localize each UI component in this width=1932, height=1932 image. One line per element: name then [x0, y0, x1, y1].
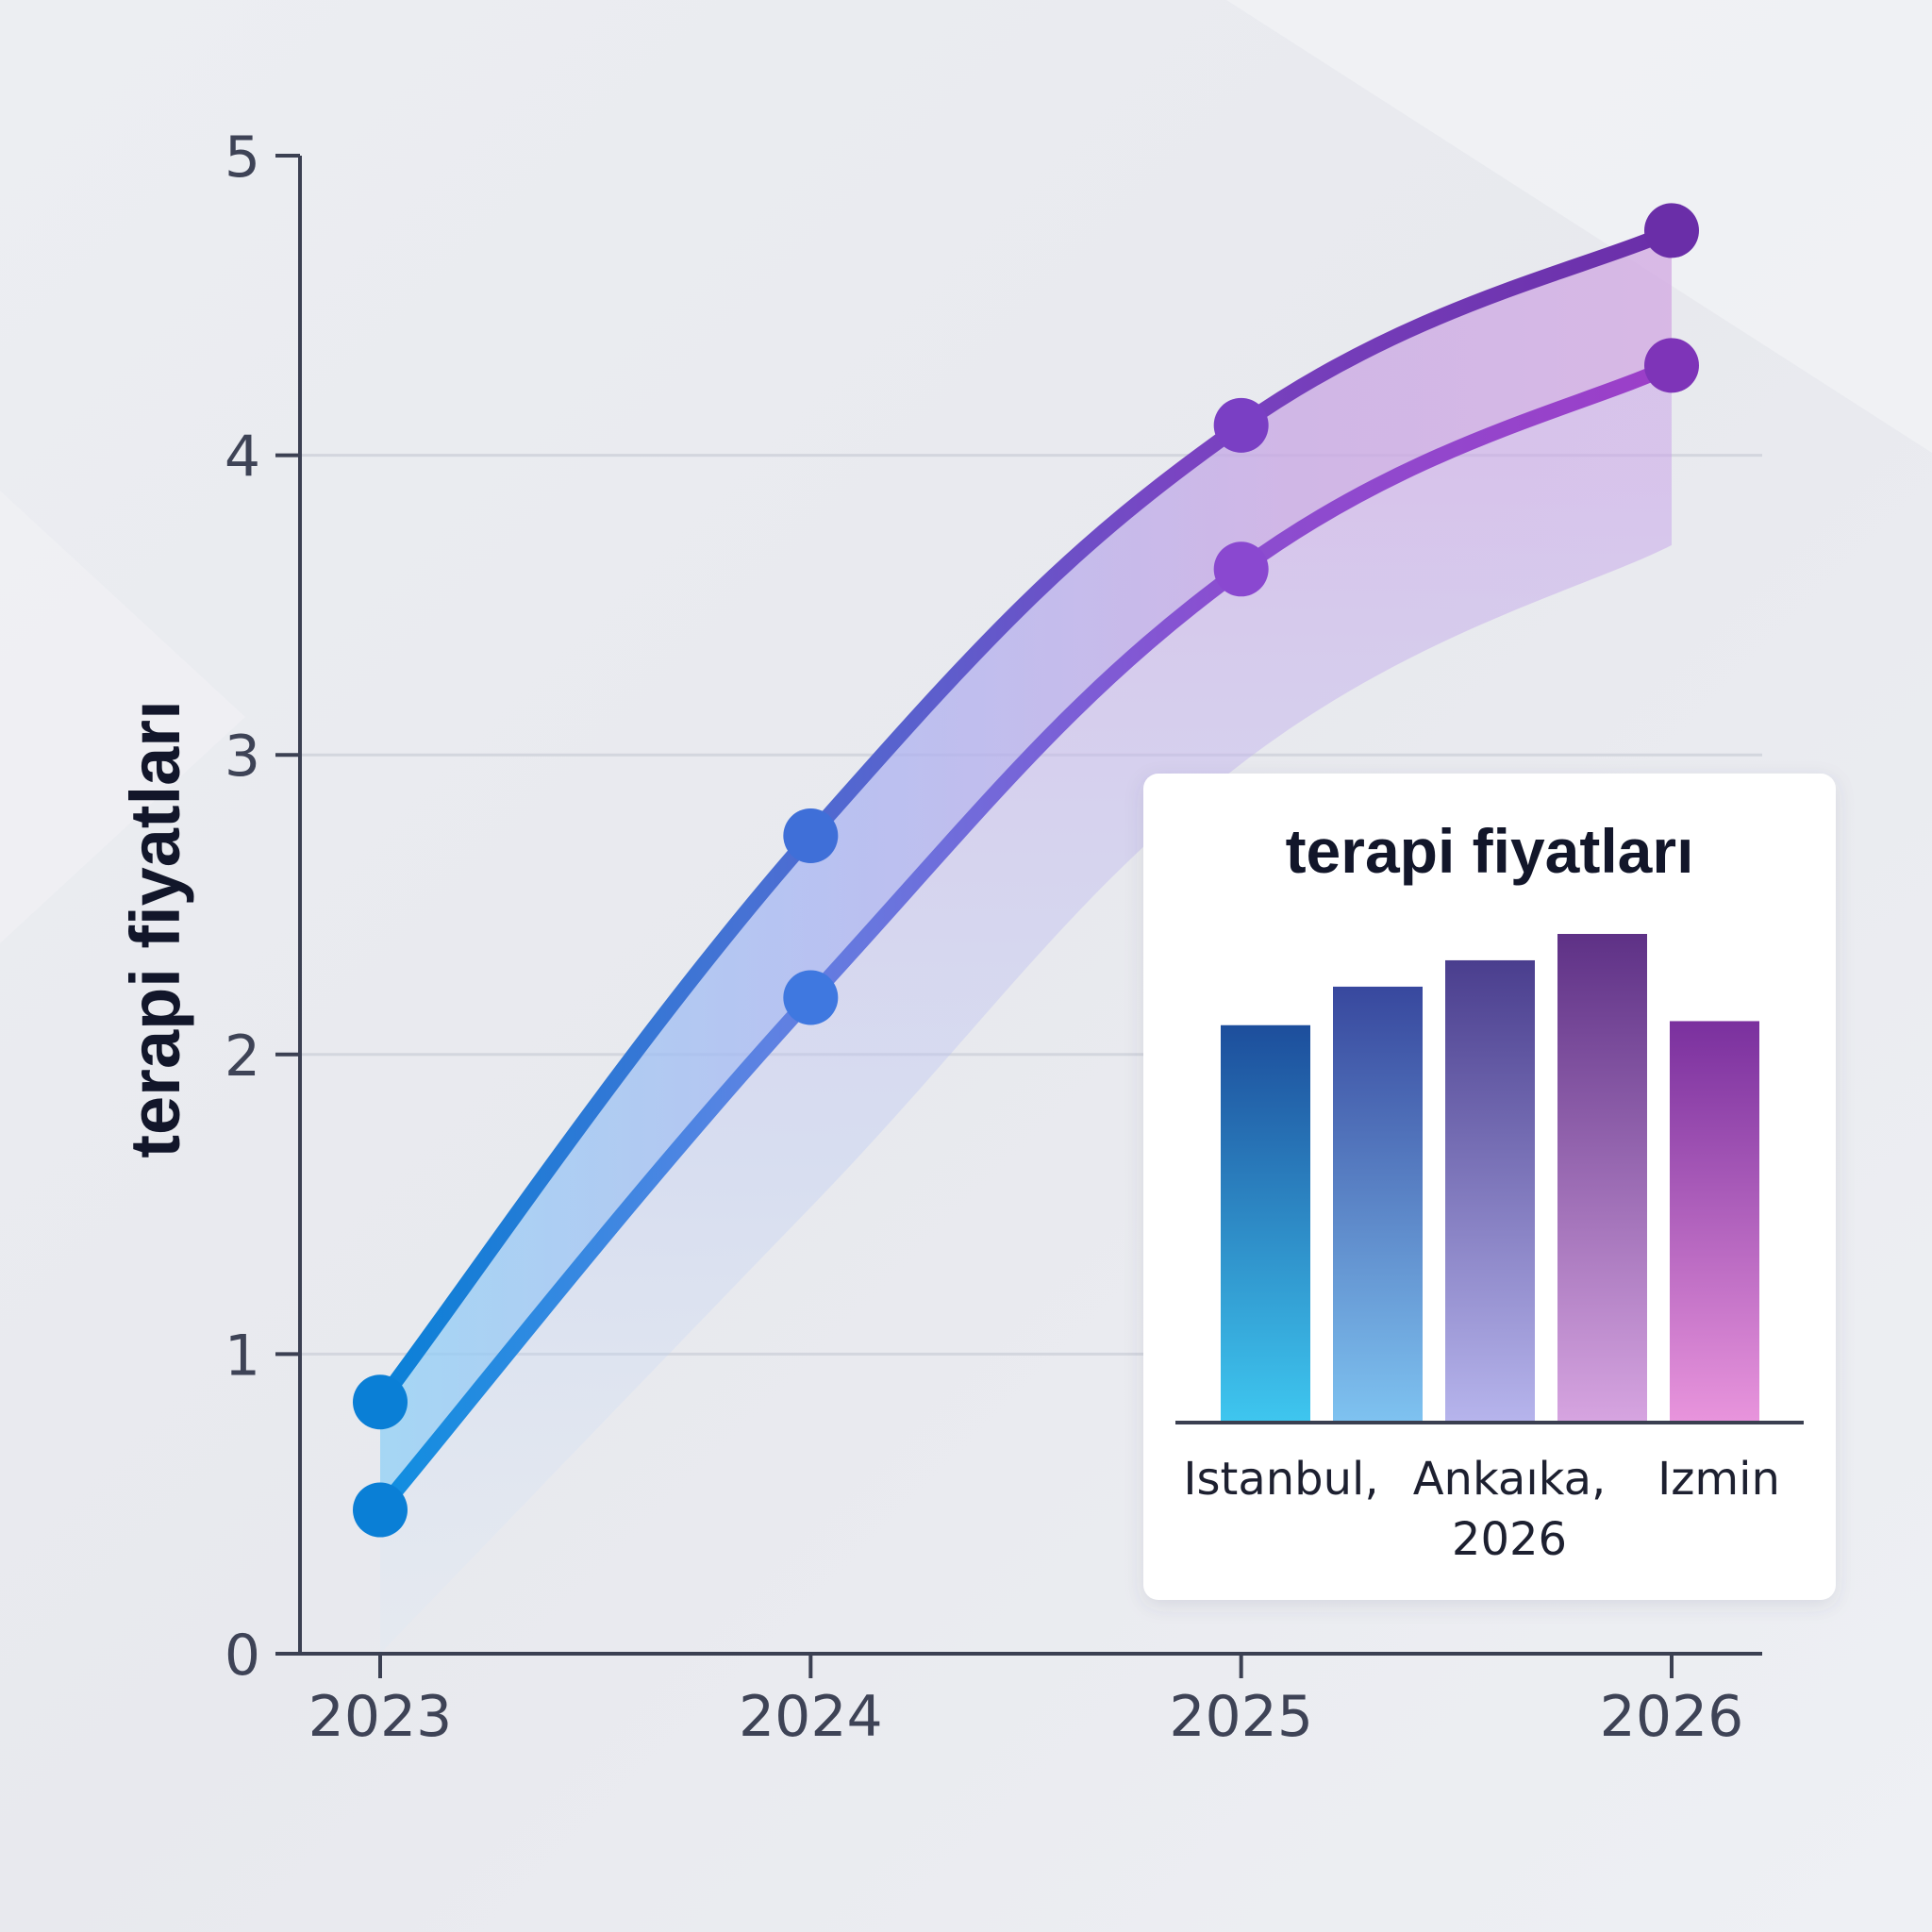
y-tick-label: 1 — [225, 1323, 260, 1389]
inset-bars — [1221, 934, 1759, 1421]
y-tick-label: 4 — [225, 425, 260, 491]
inset-category-label: Izmin — [1657, 1453, 1780, 1506]
series-line-lower — [373, 358, 1679, 1518]
inset-bar — [1333, 986, 1423, 1421]
series-band-area — [380, 230, 1672, 1510]
inset-category-label: Istanbul, — [1183, 1453, 1378, 1506]
y-tick-label: 5 — [225, 125, 260, 191]
inset-bar — [1557, 934, 1647, 1421]
data-point-lower — [1213, 541, 1269, 597]
x-tick-label: 2026 — [1600, 1684, 1744, 1750]
background-facet — [0, 491, 245, 943]
data-point-upper — [783, 808, 839, 863]
x-tick-label: 2025 — [1169, 1684, 1313, 1750]
y-tick-labels: 0 1 2 3 4 5 — [225, 125, 300, 1689]
y-axis-label: terapi fiyatları — [116, 700, 194, 1158]
series-line-upper — [373, 223, 1679, 1410]
data-point-upper — [1213, 397, 1269, 453]
y-tick-label: 3 — [225, 724, 260, 790]
series-band — [380, 230, 1672, 1654]
y-tick-label: 0 — [225, 1623, 260, 1689]
data-point-upper — [353, 1374, 408, 1430]
data-point-upper — [1644, 203, 1699, 258]
x-tick-labels: 2023 2024 2025 2026 — [308, 1654, 1744, 1750]
data-point-lower — [353, 1482, 408, 1538]
background-facet — [1226, 0, 1932, 453]
inset-bar — [1221, 1024, 1310, 1421]
inset-bar — [1445, 959, 1535, 1421]
series-fade-area — [380, 365, 1672, 1654]
data-point-lower — [783, 970, 839, 1025]
series-lines — [373, 223, 1679, 1518]
x-tick-label: 2023 — [308, 1684, 453, 1750]
inset-bar — [1670, 1021, 1759, 1421]
data-points — [353, 203, 1699, 1538]
inset-category-label: 2026 — [1452, 1513, 1567, 1566]
axes — [298, 156, 1762, 1656]
inset-bar-chart: terapi fiyatları Istanbul, Ankaıka, 2026 Iz… — [1143, 774, 1836, 1600]
x-tick-label: 2024 — [739, 1684, 883, 1750]
data-point-lower — [1644, 338, 1699, 393]
y-tick-label: 2 — [225, 1024, 260, 1090]
inset-title: terapi fiyatları — [1286, 816, 1694, 886]
inset-category-labels: Istanbul, Ankaıka, 2026 Izmin — [1183, 1453, 1780, 1566]
inset-category-label: Ankaıka, — [1413, 1453, 1607, 1506]
